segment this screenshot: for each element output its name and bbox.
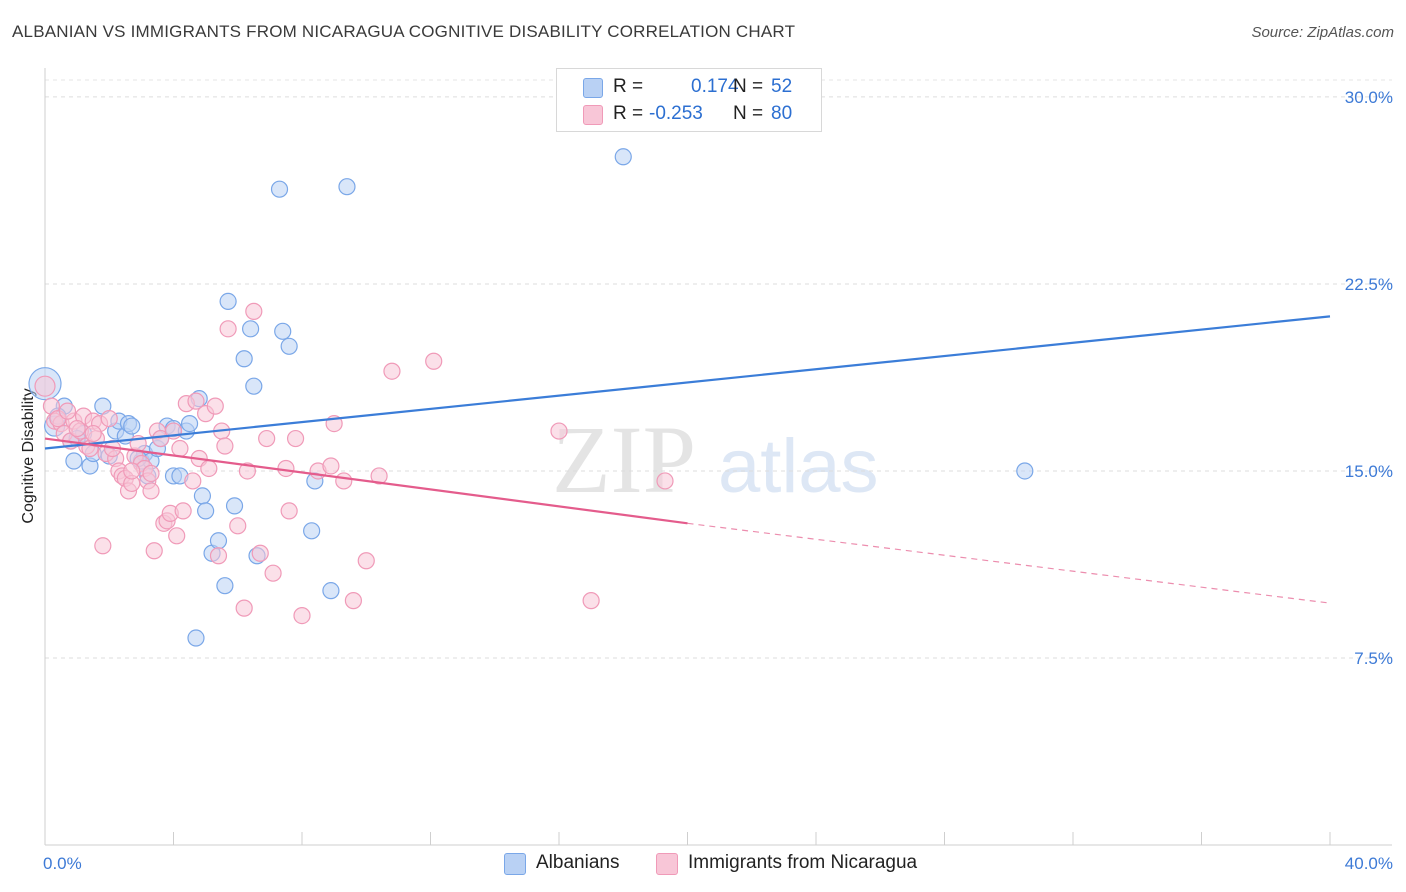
data-point bbox=[187, 392, 205, 410]
nicaragua-swatch bbox=[583, 105, 603, 125]
n-label: N = bbox=[733, 76, 764, 97]
data-point bbox=[34, 375, 56, 397]
data-point bbox=[123, 417, 141, 435]
albanians-legend-swatch bbox=[504, 853, 526, 875]
stats-row-nicaragua: R = -0.253 N = 80 bbox=[557, 101, 821, 127]
data-point bbox=[229, 517, 247, 535]
data-point bbox=[142, 464, 160, 483]
data-point bbox=[235, 599, 253, 617]
data-point bbox=[286, 429, 305, 448]
data-point bbox=[245, 377, 263, 395]
data-point bbox=[225, 497, 244, 515]
data-point bbox=[209, 547, 228, 565]
n-value: 80 bbox=[771, 103, 793, 124]
data-point bbox=[216, 577, 234, 595]
y-tick-label: 22.5% bbox=[1345, 275, 1393, 294]
x-tick-label: 0.0% bbox=[43, 854, 82, 873]
data-point bbox=[219, 292, 237, 311]
data-point bbox=[200, 459, 218, 478]
nicaragua-trend-line bbox=[44, 437, 688, 525]
legend-label: Immigrants from Nicaragua bbox=[688, 852, 918, 873]
r-value: -0.253 bbox=[649, 103, 703, 124]
data-point bbox=[251, 544, 269, 562]
data-point bbox=[187, 629, 205, 647]
chart-title: ALBANIAN VS IMMIGRANTS FROM NICARAGUA CO… bbox=[12, 22, 796, 41]
data-point bbox=[270, 180, 289, 198]
y-axis-label: Cognitive Disability bbox=[20, 388, 37, 523]
stats-legend: R = 0.174 N = 52 R = -0.253 N = 80 bbox=[556, 68, 822, 132]
data-point bbox=[168, 527, 186, 545]
data-point bbox=[656, 472, 674, 490]
data-point bbox=[280, 337, 298, 355]
stats-row-albanians: R = 0.174 N = 52 bbox=[557, 74, 821, 100]
data-point bbox=[206, 397, 224, 415]
data-point bbox=[264, 564, 282, 582]
data-point bbox=[293, 606, 311, 625]
r-label: R = bbox=[613, 76, 644, 97]
data-point bbox=[274, 322, 292, 340]
data-point bbox=[100, 410, 118, 428]
data-point bbox=[84, 424, 102, 443]
watermark-atlas: atlas bbox=[718, 424, 879, 509]
data-point bbox=[258, 429, 276, 448]
data-point bbox=[68, 419, 86, 438]
data-point bbox=[370, 467, 388, 485]
data-point bbox=[197, 502, 215, 520]
data-point bbox=[1016, 462, 1034, 480]
data-point bbox=[94, 537, 112, 555]
data-point bbox=[145, 542, 163, 560]
y-tick-label: 7.5% bbox=[1354, 649, 1393, 668]
data-point bbox=[171, 439, 189, 458]
data-point bbox=[335, 472, 353, 490]
data-point bbox=[303, 522, 321, 540]
y-tick-label: 30.0% bbox=[1345, 88, 1393, 107]
data-point bbox=[280, 502, 298, 520]
r-value: 0.174 bbox=[691, 76, 739, 97]
nicaragua-trend-extension bbox=[687, 522, 1331, 604]
data-point bbox=[123, 462, 141, 480]
data-point bbox=[425, 352, 443, 370]
data-point bbox=[242, 320, 260, 338]
data-point bbox=[180, 414, 199, 433]
data-point bbox=[193, 487, 212, 505]
data-point bbox=[245, 302, 263, 320]
data-point bbox=[142, 482, 160, 500]
albanians-trend-line bbox=[44, 315, 1331, 450]
data-point bbox=[209, 532, 228, 550]
albanians-points bbox=[28, 148, 1034, 647]
data-point bbox=[383, 362, 401, 380]
x-tick-label: 40.0% bbox=[1345, 854, 1393, 873]
data-point bbox=[216, 437, 234, 455]
data-point bbox=[174, 502, 192, 520]
data-point bbox=[338, 178, 356, 196]
data-point bbox=[184, 472, 202, 490]
series-legend: Albanians Immigrants from Nicaragua bbox=[0, 852, 1406, 878]
n-value: 52 bbox=[771, 76, 793, 97]
data-point bbox=[58, 402, 77, 420]
data-point bbox=[219, 320, 237, 338]
n-label: N = bbox=[733, 103, 764, 124]
r-label: R = bbox=[613, 103, 644, 124]
data-point bbox=[582, 592, 600, 610]
data-point bbox=[614, 148, 632, 166]
data-point bbox=[277, 459, 295, 478]
data-point bbox=[322, 582, 340, 600]
source-label: Source: ZipAtlas.com bbox=[1251, 24, 1394, 41]
data-point bbox=[322, 457, 340, 475]
data-point bbox=[344, 592, 362, 610]
nicaragua-legend-swatch bbox=[656, 853, 678, 875]
data-point bbox=[235, 350, 253, 368]
watermark-zip: ZIP bbox=[552, 406, 696, 513]
albanians-swatch bbox=[583, 78, 603, 98]
data-point bbox=[65, 452, 83, 470]
legend-label: Albanians bbox=[536, 852, 620, 873]
data-point bbox=[238, 462, 256, 480]
y-tick-label: 15.0% bbox=[1345, 462, 1393, 481]
data-point bbox=[357, 552, 375, 570]
data-point bbox=[550, 422, 568, 440]
